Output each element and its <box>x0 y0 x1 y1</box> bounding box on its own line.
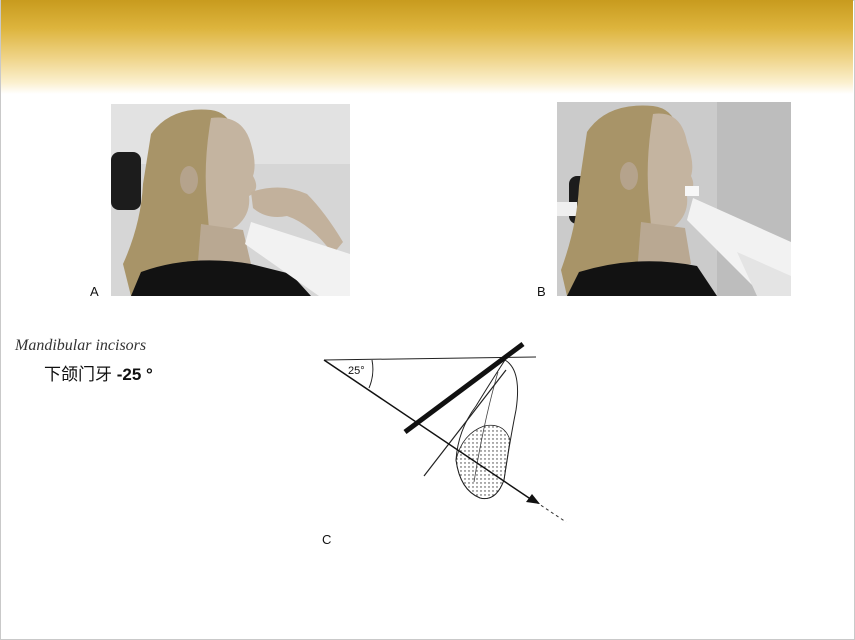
photo-a-illustration <box>111 104 350 296</box>
central-ray-arrowhead <box>526 494 540 504</box>
photo-b-patient-film-holder <box>557 102 791 296</box>
panel-label-c: C <box>322 532 332 547</box>
header-band <box>1 0 853 94</box>
central-ray-line <box>323 359 533 501</box>
diagram-c-incisor-projection: 25° <box>300 330 590 530</box>
caption-chinese-line: 下颌门牙 -25 ° <box>44 360 153 385</box>
caption-angle: -25 ° <box>116 365 153 384</box>
photo-b-illustration <box>557 102 791 296</box>
angle-arc <box>368 359 374 389</box>
angle-label: 25° <box>348 365 365 377</box>
panel-label-b: B <box>537 284 546 299</box>
central-ray-dashed <box>535 501 567 523</box>
tooth-canal-line <box>473 371 499 483</box>
caption-english: Mandibular incisors <box>15 337 147 354</box>
horizontal-reference-line <box>323 356 537 361</box>
photo-a-patient-finger-holding-film <box>111 104 350 296</box>
film-plane-line <box>403 341 525 435</box>
tooth-long-axis <box>423 369 507 477</box>
panel-label-a: A <box>90 284 99 299</box>
tooth-shaded-crown <box>455 424 511 499</box>
diagram-c-svg: 25° <box>323 341 567 523</box>
caption-chinese: 下颌门牙 <box>44 365 112 384</box>
